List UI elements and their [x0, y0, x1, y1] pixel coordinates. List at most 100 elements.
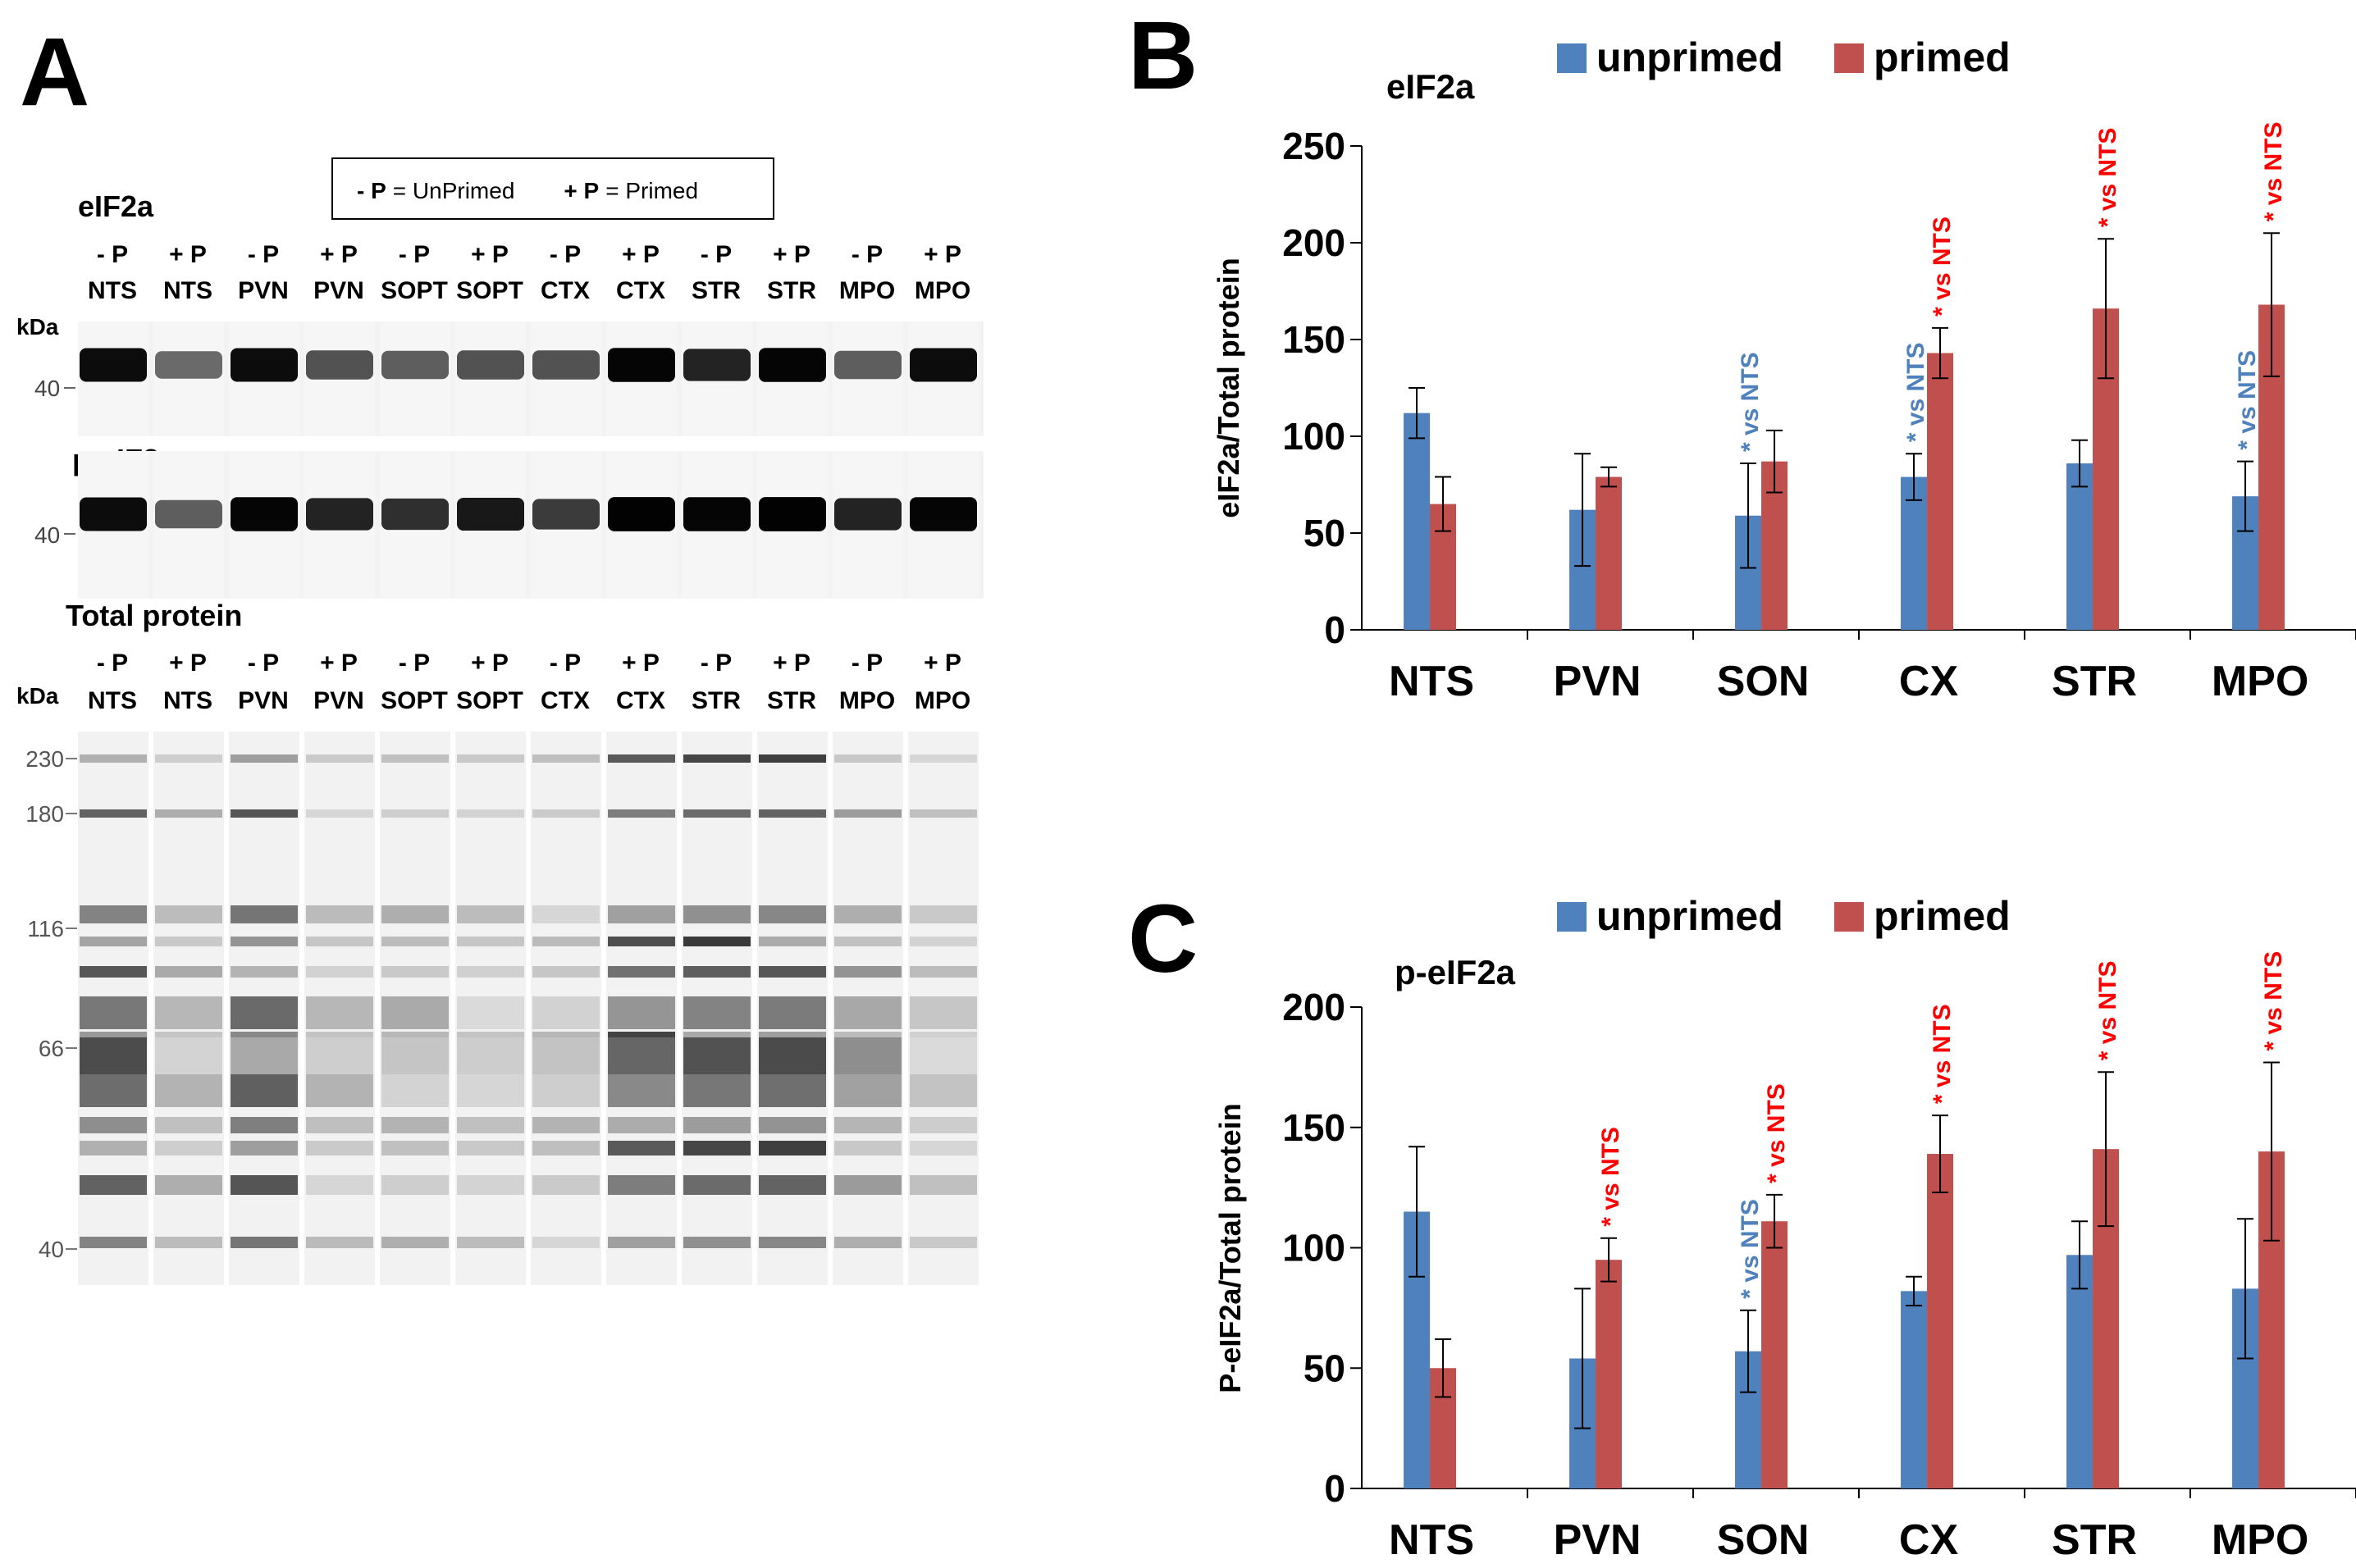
- lane-region-label: STR: [692, 687, 741, 714]
- blot-band: [683, 905, 751, 923]
- blot-band: [910, 1175, 977, 1195]
- blot-band: [155, 1117, 222, 1133]
- blot-band: [834, 754, 902, 763]
- blot-band: [683, 754, 751, 763]
- blot-band: [759, 1237, 826, 1248]
- x-tick-label: SON: [1717, 1516, 1810, 1564]
- blot-band: [306, 905, 373, 923]
- y-tick-label: 200: [1282, 986, 1345, 1028]
- blot-band: [80, 1074, 147, 1107]
- lane-region-label: CTX: [541, 277, 590, 304]
- bar-unprimed: [1901, 1291, 1928, 1488]
- bar-unprimed: [1404, 413, 1431, 630]
- blot-band: [834, 809, 902, 818]
- blot-band: [532, 937, 600, 946]
- lane-primed-label: + P: [773, 241, 810, 268]
- blot-band: [155, 1074, 222, 1107]
- blot-band: [80, 1175, 147, 1195]
- blot-band: [457, 350, 524, 380]
- x-tick-label: MPO: [2212, 658, 2308, 705]
- blot-band: [80, 497, 147, 531]
- blot-band: [457, 1237, 524, 1248]
- significance-label: * vs NTS: [2234, 350, 2261, 450]
- blot-band: [80, 1117, 147, 1133]
- blot-band: [231, 1141, 298, 1155]
- bar-primed: [1596, 476, 1623, 630]
- blot-band: [608, 937, 675, 946]
- blot-band: [231, 937, 298, 946]
- blot-band: [381, 350, 449, 380]
- blot-band: [381, 966, 449, 978]
- lane-primed-label: - P: [399, 650, 430, 677]
- significance-label: * vs NTS: [2260, 121, 2287, 221]
- lane-primed-label: + P: [924, 241, 961, 268]
- blot-band: [306, 1117, 373, 1133]
- marker-label: 230: [25, 746, 64, 772]
- blot-band: [306, 350, 373, 380]
- blot-band: [80, 754, 147, 763]
- blot-band: [608, 497, 675, 531]
- x-tick-label: SON: [1717, 658, 1810, 705]
- blot-band: [910, 809, 977, 818]
- blot-title: Total protein: [66, 599, 242, 632]
- bar-primed: [1927, 1154, 1954, 1488]
- blot-strip: [78, 732, 979, 1285]
- y-tick-label: 150: [1282, 318, 1345, 361]
- blot-band: [231, 966, 298, 978]
- significance-label: * vs NTS: [2094, 961, 2121, 1061]
- blot-band: [457, 996, 524, 1029]
- legend-label-primed: primed: [1874, 893, 2011, 939]
- blot-band: [457, 905, 524, 923]
- significance-label: * vs NTS: [1929, 217, 1956, 317]
- blot-band: [834, 1237, 902, 1248]
- blot-band: [155, 966, 222, 978]
- lane-region-label: MPO: [839, 687, 895, 714]
- blot-band: [532, 1141, 600, 1155]
- lane-primed-label: - P: [701, 650, 732, 677]
- blot-band: [683, 1074, 751, 1107]
- blot-band: [532, 809, 600, 818]
- lane-primed-label: + P: [924, 650, 961, 677]
- blot-band: [759, 905, 826, 923]
- lane-primed-label: + P: [320, 241, 358, 268]
- blot-band: [608, 348, 675, 382]
- blot-band: [155, 1141, 222, 1155]
- blot-band: [608, 1141, 675, 1155]
- legend-minus-text: = UnPrimed: [393, 178, 515, 203]
- blot-band: [759, 966, 826, 978]
- lane-region-label: SOPT: [381, 277, 448, 304]
- blot-band: [155, 937, 222, 946]
- blot-band: [155, 905, 222, 923]
- blot-band: [306, 754, 373, 763]
- panel-letter-a: A: [20, 18, 89, 126]
- blot-band: [231, 348, 298, 382]
- x-tick-label: CX: [1899, 658, 1959, 705]
- legend-plus-text: = Primed: [605, 178, 698, 203]
- x-tick-label: CX: [1899, 1516, 1959, 1564]
- lane-primed-label: + P: [622, 241, 660, 268]
- blot-band: [608, 966, 675, 978]
- x-tick-label: NTS: [1389, 1516, 1474, 1564]
- y-tick-label: 200: [1282, 221, 1345, 264]
- blot-band: [306, 966, 373, 978]
- blot-band: [759, 497, 826, 531]
- lane-region-label: STR: [767, 687, 816, 714]
- blot-band: [457, 937, 524, 946]
- significance-label: * vs NTS: [1737, 352, 1764, 452]
- blot-band: [306, 937, 373, 946]
- lane-region-label: NTS: [88, 687, 137, 714]
- blot-band: [306, 1175, 373, 1195]
- bar-unprimed: [2066, 463, 2093, 630]
- blot-band: [683, 966, 751, 978]
- blot-band: [683, 937, 751, 946]
- panel-letter-b: B: [1128, 2, 1198, 110]
- significance-label: * vs NTS: [1902, 343, 1929, 443]
- blot-band: [910, 996, 977, 1029]
- lane-region-label: CTX: [616, 277, 665, 304]
- blot-band: [381, 1237, 449, 1248]
- blot-band: [532, 1237, 600, 1248]
- blot-band: [231, 1074, 298, 1107]
- lane-region-label: CTX: [616, 687, 665, 714]
